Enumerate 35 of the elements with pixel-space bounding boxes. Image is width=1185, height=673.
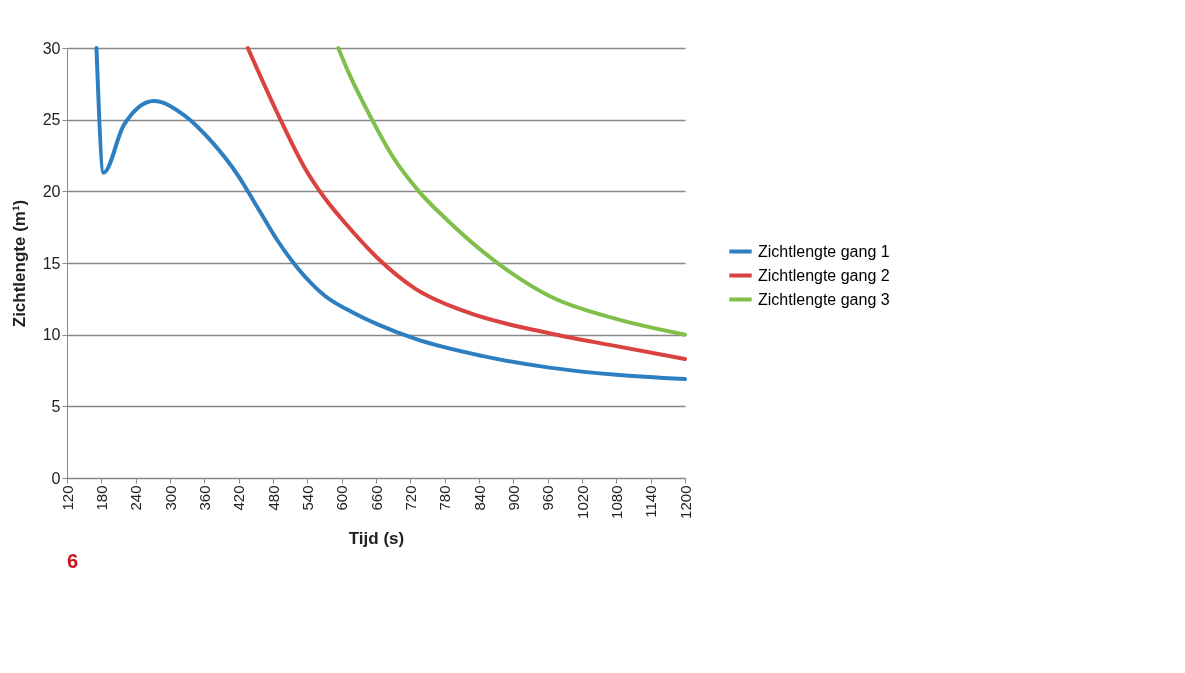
x-tick-label: 540 [298,485,316,511]
y-tick-label: 20 [42,182,61,200]
x-tick-label: 300 [161,485,179,511]
x-tick-label: 960 [539,485,557,511]
x-tick-label: 420 [230,485,248,511]
y-tick-label: 10 [42,326,61,344]
x-tick-label: 180 [92,485,110,511]
x-tick-label: 600 [333,485,351,511]
x-tick-label: 1020 [573,485,591,519]
x-tick-label: 1080 [607,485,625,519]
x-tick-label: 480 [264,485,282,511]
y-axis-title: Zichtlengte (m¹) [9,199,29,328]
line-series [245,46,687,362]
y-tick-label: 25 [42,111,61,129]
y-tick-label: 5 [51,397,61,415]
x-tick-label: 240 [127,485,145,511]
x-tick-label: 360 [195,485,213,511]
x-tick-label: 120 [58,485,76,511]
y-tick-label: 30 [42,39,61,57]
x-tick-label: 720 [401,485,419,511]
y-tick-label: 0 [51,469,61,487]
x-tick-label: 780 [436,485,454,511]
legend-label: Zichtlengte gang 3 [758,290,890,308]
x-tick-label: 660 [367,485,385,511]
x-tick-label: 1140 [642,485,660,518]
text: 6 [67,550,79,572]
x-axis-title: Tijd (s) [348,528,405,548]
legend-label: Zichtlengte gang 1 [758,242,890,260]
x-tick-label: 900 [504,485,522,511]
x-tick-label: 840 [470,485,488,511]
x-tick-label: 1200 [676,485,694,519]
line-series [336,46,687,337]
y-tick-label: 15 [42,254,61,272]
line-series [94,46,687,382]
legend-label: Zichtlengte gang 2 [758,266,890,284]
